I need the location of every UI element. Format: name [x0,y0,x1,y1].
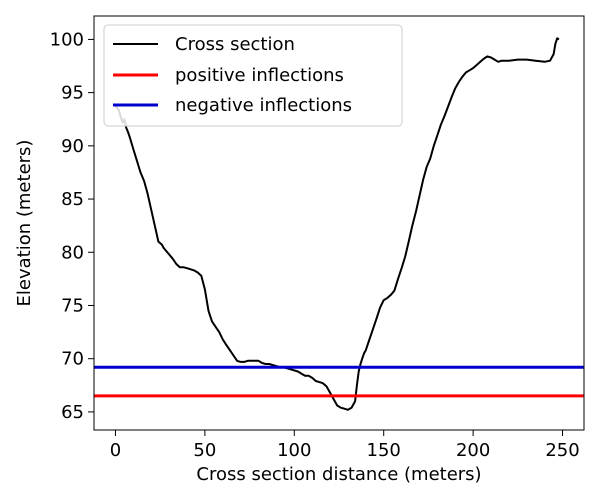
series-layer [94,37,584,411]
y-tick-label: 80 [61,242,84,263]
legend-box [103,24,403,127]
y-tick-label: 95 [61,83,84,104]
x-tick-label: 200 [456,440,490,461]
legend-label-negative-inflections: negative inflections [175,95,352,116]
x-tick-label: 50 [193,440,216,461]
x-tick-label: 0 [110,440,121,461]
y-axis: 65 70 75 80 85 90 95 100 [50,29,94,423]
y-tick-label: 65 [61,402,84,423]
x-tick-label: 100 [277,440,311,461]
x-axis-label: Cross section distance (meters) [196,464,481,485]
y-tick-label: 85 [61,189,84,210]
x-tick-label: 150 [367,440,401,461]
y-tick-label: 100 [50,29,84,50]
y-tick-label: 75 [61,295,84,316]
y-tick-label: 70 [61,349,84,370]
x-tick-label: 250 [545,440,579,461]
y-axis-label: Elevation (meters) [14,140,35,307]
y-tick-label: 90 [61,136,84,157]
plot-area-frame [93,15,585,431]
series-line-cross-section [114,37,560,411]
legend: Cross section positive inflections negat… [103,24,403,127]
legend-label-positive-inflections: positive inflections [175,65,344,86]
x-axis: 0 50 100 150 200 250 [110,430,580,461]
legend-label-cross-section: Cross section [175,34,295,55]
